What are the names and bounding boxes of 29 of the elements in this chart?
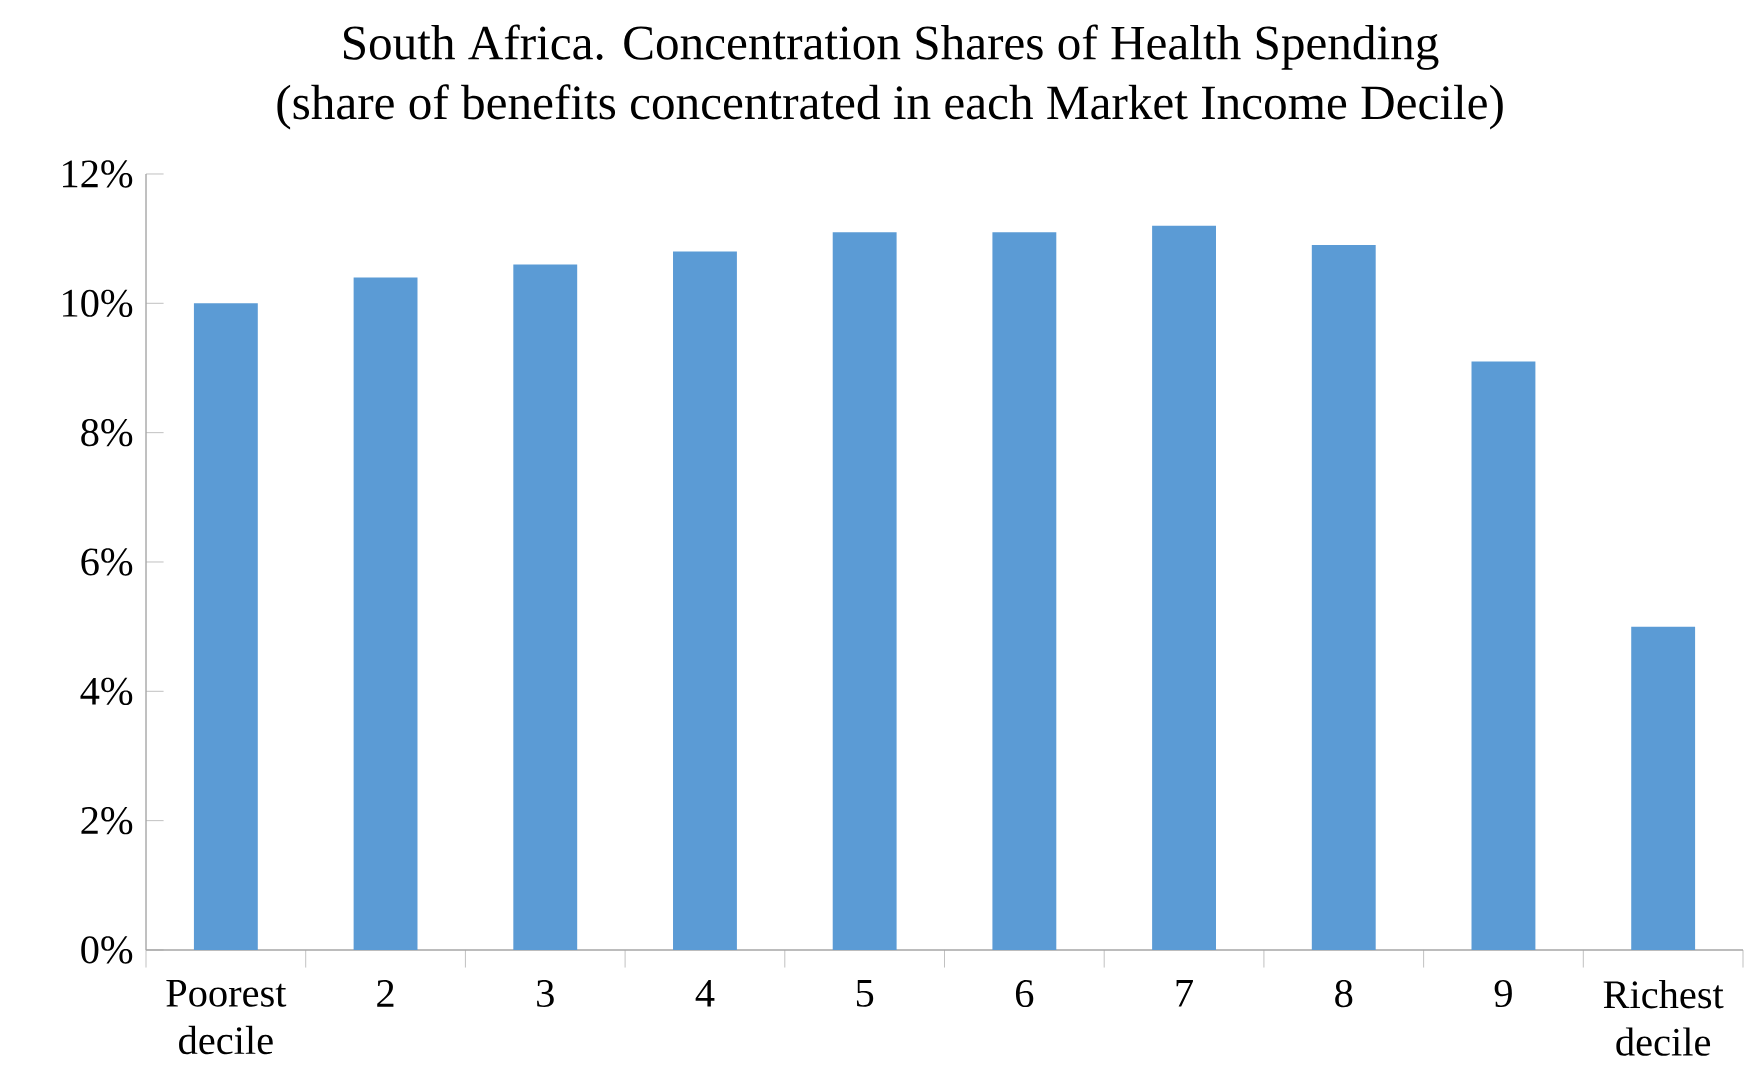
y-tick-label: 0%: [81, 936, 133, 964]
bar: [1311, 245, 1376, 950]
x-tick-label: 7: [1176, 979, 1193, 1007]
y-tick-label: 4%: [80, 677, 133, 706]
x-tick-label: 2: [377, 980, 394, 1007]
bar: [353, 277, 418, 950]
bar: [673, 251, 737, 950]
bar: [513, 264, 578, 950]
x-tick-label: 6: [1015, 980, 1034, 1008]
x-tick-label: Richest decile: [1603, 979, 1724, 1056]
chart-subtitle: (share of benefits concentrated in each Market Income Decile): [277, 84, 1503, 130]
x-tick-label: Poorest decile: [166, 979, 287, 1055]
bar: [193, 303, 258, 950]
bar: [992, 232, 1057, 950]
bar: [832, 232, 897, 950]
x-tick-label: 9: [1494, 980, 1512, 1008]
y-tick-label: 12%: [63, 160, 133, 188]
x-tick-label: 8: [1335, 980, 1353, 1008]
x-tick-label: 3: [537, 980, 554, 1008]
y-tick-label: 8%: [81, 418, 133, 447]
bar: [1471, 361, 1536, 950]
y-tick-label: 6%: [81, 548, 133, 576]
bar: [1631, 626, 1696, 950]
x-tick-label: 4: [695, 980, 715, 1007]
y-tick-label: 10%: [63, 289, 133, 318]
bar: [1152, 225, 1216, 950]
x-tick-label: 5: [856, 979, 874, 1007]
chart-title: South Africa. Concentration Shares of Health Spending: [343, 24, 1439, 70]
y-tick-label: 2%: [81, 806, 133, 835]
